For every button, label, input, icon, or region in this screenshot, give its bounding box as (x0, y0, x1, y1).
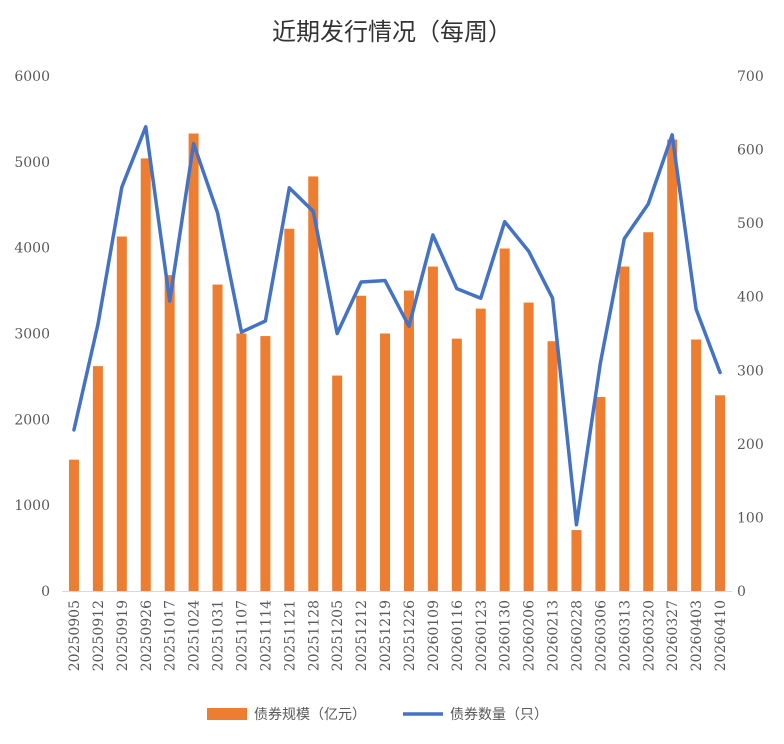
bar-20260410 (715, 395, 726, 591)
x-tick-label: 20251114 (258, 600, 274, 671)
legend-bar-label: 债券规模（亿元） (254, 707, 366, 723)
bar-20250919 (116, 236, 127, 591)
count-line (72, 125, 722, 527)
x-tick-label: 20260109 (426, 600, 442, 671)
x-tick-label: 20260116 (450, 600, 466, 671)
bar-20260306 (595, 397, 606, 591)
bar-20260403 (691, 339, 702, 591)
right-tick-label: 700 (737, 69, 764, 85)
bar-20251205 (332, 375, 343, 591)
bar-20260213 (547, 341, 558, 591)
right-tick-label: 400 (737, 290, 764, 306)
legend-bar-swatch (207, 708, 247, 720)
bar-20260313 (619, 266, 630, 591)
bar-20251024 (188, 133, 199, 591)
x-tick-label: 20251024 (187, 600, 203, 671)
x-tick-label: 20260313 (617, 600, 633, 671)
x-tick-label: 20251212 (354, 600, 370, 671)
bar-20251219 (380, 333, 391, 591)
x-tick-label: 20260206 (522, 600, 538, 671)
right-tick-label: 0 (737, 584, 746, 600)
bar-20260116 (451, 338, 462, 591)
bar-20250926 (140, 158, 151, 591)
right-tick-label: 200 (737, 437, 764, 453)
bar-20251031 (212, 284, 223, 591)
bar-20260123 (475, 308, 486, 591)
bar-20250905 (68, 459, 79, 591)
bar-20260327 (667, 139, 678, 591)
bar-20251128 (308, 176, 319, 592)
bar-20260320 (643, 232, 654, 591)
right-y-axis: 0 100 200 300 400 500 600 700 (737, 69, 764, 600)
x-tick-label: 20260213 (546, 600, 562, 671)
left-tick-label: 6000 (14, 69, 50, 85)
legend: 债券规模（亿元） 债券数量（只） (207, 707, 548, 723)
right-tick-label: 300 (737, 363, 764, 379)
left-tick-label: 3000 (14, 327, 50, 343)
x-tick-label: 20260123 (474, 600, 490, 671)
bar-20250912 (92, 366, 103, 591)
bar-20251114 (260, 336, 271, 591)
x-tick-label: 20251205 (330, 600, 346, 671)
x-tick-label: 20260327 (665, 600, 681, 671)
left-y-axis: 0 1000 2000 3000 4000 5000 6000 (14, 69, 50, 600)
x-tick-label: 20251128 (306, 600, 322, 671)
x-tick-label: 20251017 (163, 600, 179, 671)
line-series (72, 125, 722, 527)
x-tick-label: 20250926 (139, 600, 155, 671)
left-tick-label: 0 (41, 584, 50, 600)
bar-20260109 (427, 266, 438, 591)
right-tick-label: 100 (737, 510, 764, 526)
x-tick-label: 20251031 (211, 600, 227, 671)
bar-series (62, 133, 732, 592)
x-tick-label: 20260228 (569, 600, 585, 671)
x-tick-label: 20260403 (689, 600, 705, 671)
x-axis: 20250905 20250912 20250919 20250926 20251017… (67, 600, 729, 671)
left-tick-label: 1000 (14, 498, 50, 514)
left-tick-label: 4000 (14, 241, 50, 257)
x-tick-label: 20251121 (282, 600, 298, 671)
bar-20251017 (164, 275, 175, 591)
chart-title: 近期发行情况（每周） (272, 18, 512, 46)
x-tick-label: 20251219 (378, 600, 394, 671)
left-tick-label: 5000 (14, 155, 50, 171)
x-tick-label: 20260130 (498, 600, 514, 671)
x-tick-label: 20260410 (713, 600, 729, 671)
bar-20260228 (571, 530, 582, 591)
right-tick-label: 500 (737, 216, 764, 232)
x-tick-label: 20250905 (67, 600, 83, 671)
x-tick-label: 20251226 (402, 600, 418, 671)
x-tick-label: 20251107 (234, 600, 250, 671)
bar-20251226 (403, 290, 414, 591)
x-tick-label: 20260320 (641, 600, 657, 671)
right-tick-label: 600 (737, 143, 764, 159)
x-tick-label: 20250919 (115, 600, 131, 671)
legend-line-label: 债券数量（只） (450, 707, 548, 723)
bar-20251107 (236, 333, 247, 591)
bar-20260206 (523, 302, 534, 591)
left-tick-label: 2000 (14, 412, 50, 428)
bar-20260130 (499, 248, 510, 591)
x-tick-label: 20250912 (91, 600, 107, 671)
bar-20251212 (356, 295, 367, 591)
x-tick-label: 20260306 (593, 600, 609, 671)
bar-20251121 (284, 228, 295, 591)
